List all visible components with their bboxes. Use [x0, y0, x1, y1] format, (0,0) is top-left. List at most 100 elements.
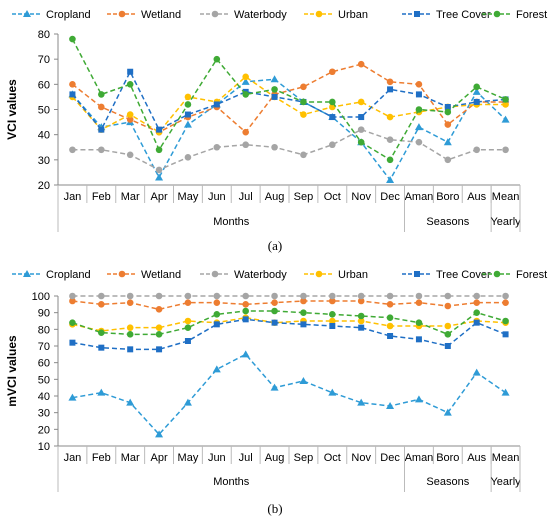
- y-tick-label: 80: [38, 324, 50, 336]
- data-point-waterbody: [271, 292, 278, 300]
- data-point-waterbody: [415, 138, 423, 146]
- data-point-wetland: [184, 299, 192, 306]
- series-line-forest: [71, 38, 506, 161]
- data-point-urban: [126, 324, 134, 331]
- data-point-forest: [386, 314, 394, 321]
- y-tick-label: 30: [38, 408, 50, 420]
- data-point-waterbody: [213, 292, 221, 300]
- legend-marker-urban: [315, 10, 323, 18]
- y-tick-label: 60: [38, 358, 50, 370]
- legend-marker-tree-cover: [414, 11, 420, 17]
- x-tick-label-mar: Mar: [121, 452, 140, 464]
- data-point-forest: [357, 312, 365, 320]
- data-point-tree-cover: [127, 346, 134, 353]
- legend-label-urban: Urban: [338, 9, 368, 21]
- data-point-tree-cover: [69, 91, 76, 98]
- legend-label-cropland: Cropland: [46, 9, 91, 21]
- y-tick-label: 50: [38, 105, 50, 117]
- data-point-wetland: [502, 299, 509, 306]
- data-point-cropland: [299, 377, 308, 384]
- data-point-cropland: [472, 87, 481, 95]
- series-line-cropland: [72, 353, 506, 436]
- data-point-forest: [329, 311, 336, 318]
- data-point-urban: [126, 111, 134, 118]
- chart-panel-b: Cropland Wetland Waterbody Urban Tree Cover F…: [5, 269, 547, 492]
- data-point-tree-cover: [184, 111, 191, 118]
- data-point-tree-cover: [98, 126, 105, 133]
- data-point-waterbody: [213, 143, 221, 151]
- data-point-cropland: [241, 77, 250, 85]
- x-tick-label-nov: Nov: [351, 191, 371, 203]
- y-tick-label: 90: [38, 308, 50, 320]
- legend-marker-wetland: [118, 270, 126, 278]
- data-point-cropland: [443, 138, 452, 146]
- x-tick-label-boro: Boro: [436, 191, 459, 203]
- data-point-cropland: [241, 350, 250, 358]
- x-tick-label-apr: Apr: [151, 191, 168, 203]
- data-point-wetland: [242, 128, 249, 136]
- series-waterbody: [69, 292, 509, 300]
- data-point-cropland: [97, 388, 106, 396]
- y-axis-label: mVCI values: [5, 335, 19, 407]
- x-tick-label-dec: Dec: [380, 191, 400, 203]
- data-point-wetland: [473, 299, 480, 306]
- data-point-cropland: [443, 408, 452, 416]
- legend-marker-forest: [493, 270, 501, 278]
- x-tick-label-mean: Mean: [492, 191, 520, 203]
- x-group-label-seasons: Seasons: [426, 216, 469, 228]
- data-point-cropland: [155, 173, 164, 181]
- x-tick-label-aus: Aus: [467, 452, 486, 464]
- data-point-waterbody: [98, 292, 105, 300]
- data-point-forest: [415, 106, 423, 113]
- data-point-forest: [69, 319, 76, 326]
- data-point-forest: [502, 317, 509, 325]
- data-point-cropland: [414, 395, 423, 403]
- data-point-waterbody: [444, 292, 452, 300]
- panel-label-b: (b): [267, 501, 282, 516]
- x-tick-label-mar: Mar: [121, 191, 140, 203]
- data-point-wetland: [213, 299, 221, 306]
- y-tick-label: 10: [38, 441, 50, 453]
- series-line-urban: [71, 75, 506, 134]
- data-point-tree-cover: [387, 86, 394, 93]
- data-point-cropland: [68, 393, 77, 401]
- data-point-tree-cover: [502, 331, 509, 338]
- y-tick-label: 80: [38, 29, 50, 41]
- data-point-forest: [242, 307, 249, 315]
- data-point-tree-cover: [415, 336, 422, 343]
- data-point-wetland: [300, 83, 307, 91]
- data-point-tree-cover: [358, 324, 365, 331]
- data-point-forest: [155, 146, 163, 154]
- data-point-urban: [155, 324, 163, 331]
- x-tick-label-sep: Sep: [294, 191, 314, 203]
- series-line-wetland: [72, 300, 506, 311]
- legend-marker-waterbody: [211, 10, 219, 18]
- x-group-label-months: Months: [213, 216, 250, 228]
- data-point-cropland: [472, 368, 481, 376]
- data-point-forest: [98, 329, 105, 336]
- x-tick-label-apr: Apr: [151, 452, 168, 464]
- data-point-forest: [386, 156, 394, 164]
- x-tick-label-may: May: [178, 191, 199, 203]
- data-point-wetland: [386, 78, 394, 86]
- x-tick-label-jan: Jan: [64, 452, 82, 464]
- data-point-tree-cover: [473, 98, 480, 105]
- x-tick-label-nov: Nov: [351, 452, 371, 464]
- data-point-forest: [444, 331, 452, 338]
- data-point-wetland: [69, 297, 76, 305]
- data-point-cropland: [212, 365, 221, 373]
- series-line-waterbody: [72, 128, 506, 171]
- y-tick-label: 40: [38, 391, 50, 403]
- series-line-cropland: [71, 78, 507, 182]
- data-point-forest: [357, 138, 365, 146]
- data-point-cropland: [183, 398, 192, 406]
- data-point-tree-cover: [415, 91, 422, 98]
- data-point-wetland: [357, 297, 365, 305]
- data-point-waterbody: [386, 136, 394, 143]
- x-tick-label-jun: Jun: [208, 191, 226, 203]
- data-point-tree-cover: [271, 319, 278, 326]
- series-cropland: [68, 75, 510, 183]
- legend-marker-cropland: [23, 10, 31, 17]
